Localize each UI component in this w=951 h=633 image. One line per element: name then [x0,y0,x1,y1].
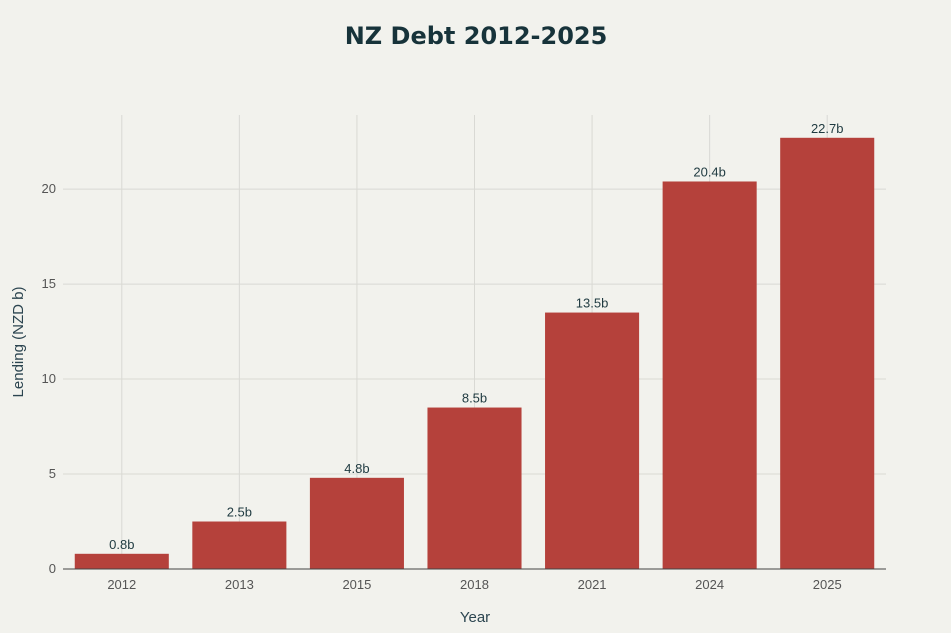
data-label-2021: 13.5b [576,296,609,311]
x-tick-label: 2015 [342,577,371,592]
bars [74,137,875,569]
y-tick-label: 5 [49,466,56,481]
data-label-2015: 4.8b [344,461,369,476]
x-tick-label: 2024 [695,577,724,592]
data-label-2012: 0.8b [109,537,134,552]
x-tick-label: 2012 [107,577,136,592]
data-label-2025: 22.7b [811,121,844,136]
data-label-2024: 20.4b [693,164,726,179]
bar-2015 [309,477,404,569]
y-axis-ticks: 0 5 10 15 20 [42,181,56,576]
data-label-2018: 8.5b [462,391,487,406]
y-tick-label: 0 [49,561,56,576]
x-axis-label: Year [460,609,490,626]
x-tick-label: 2018 [460,577,489,592]
chart-title: NZ Debt 2012-2025 [345,22,608,50]
data-labels: 0.8b 2.5b 4.8b 8.5b 13.5b 20.4b 22.7b [109,121,843,552]
bar-2018 [427,407,522,569]
y-tick-label: 15 [42,276,56,291]
x-axis-ticks: 2012 2013 2015 2018 2021 2024 2025 [107,577,841,592]
x-tick-label: 2021 [578,577,607,592]
y-tick-label: 10 [42,371,56,386]
bar-2025 [780,137,875,569]
x-tick-label: 2013 [225,577,254,592]
bar-2012 [74,553,169,569]
bar-2013 [192,521,287,569]
y-tick-label: 20 [42,181,56,196]
bar-2024 [662,181,757,569]
data-label-2013: 2.5b [227,505,252,520]
y-axis-label: Lending (NZD b) [10,287,27,398]
x-tick-label: 2025 [813,577,842,592]
bar-2021 [545,312,640,569]
